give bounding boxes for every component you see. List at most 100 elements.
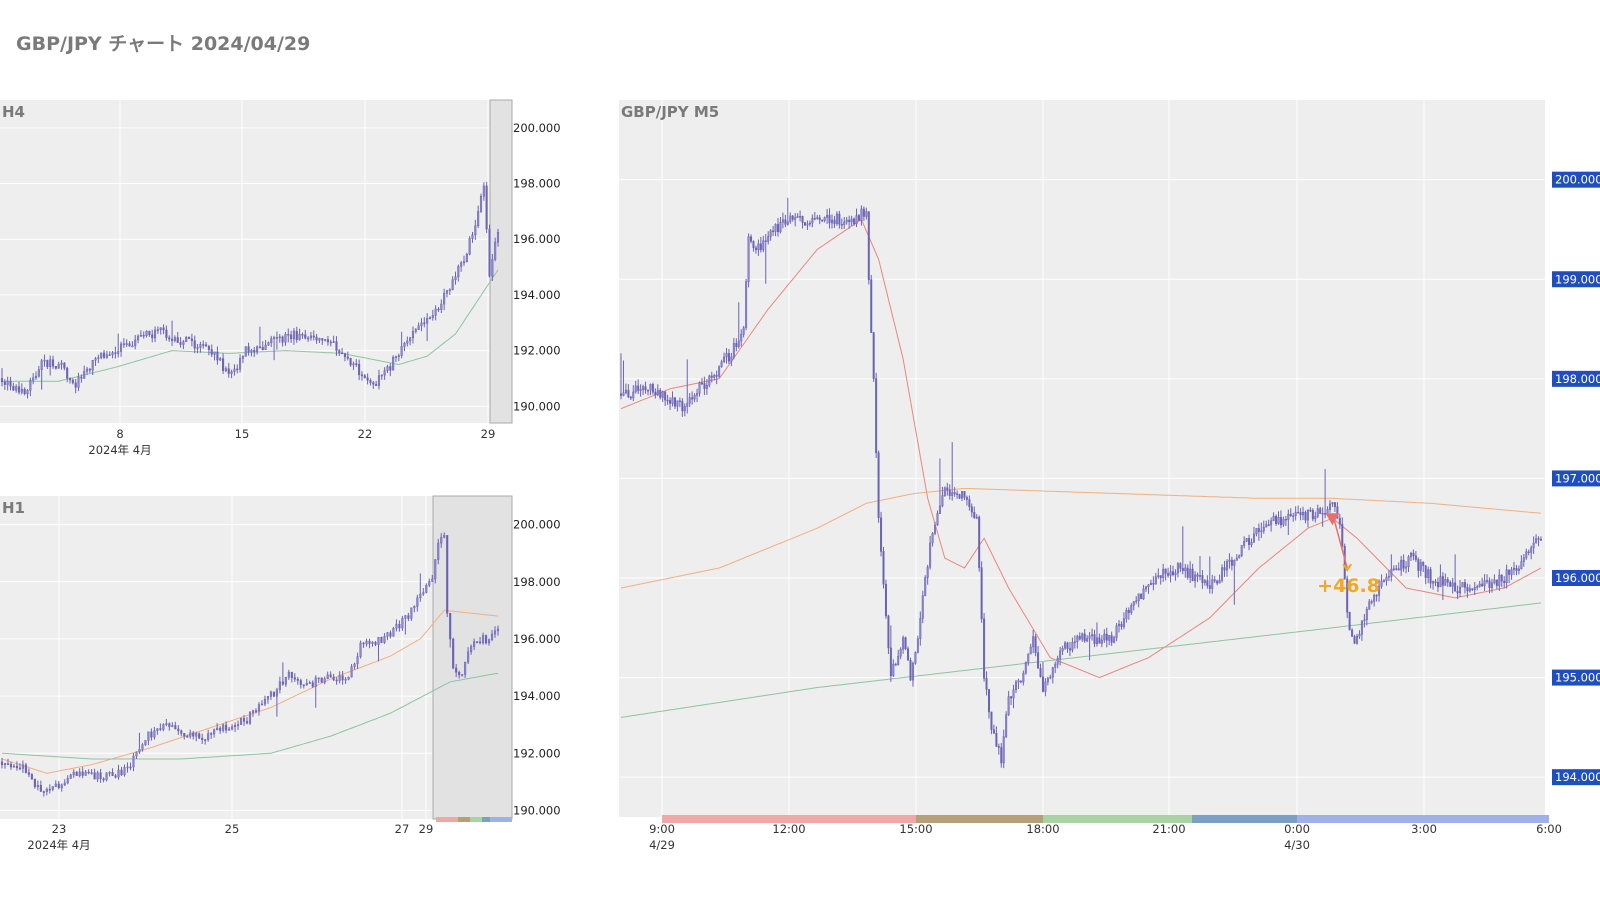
candle-body bbox=[1336, 506, 1339, 519]
candle-body bbox=[406, 340, 409, 344]
candle-body bbox=[145, 330, 148, 337]
candle-body bbox=[176, 337, 179, 343]
candle-body bbox=[1230, 559, 1233, 566]
candle-body bbox=[1395, 568, 1398, 570]
candle-body bbox=[445, 290, 449, 294]
candle-body bbox=[1061, 647, 1064, 652]
candle-body bbox=[308, 682, 311, 684]
y-tick-label: 190.000 bbox=[513, 803, 561, 817]
candle-body bbox=[43, 359, 46, 362]
candle-body bbox=[80, 376, 83, 379]
candle-body bbox=[139, 334, 142, 337]
candle-body bbox=[461, 674, 464, 676]
candle-body bbox=[693, 395, 696, 400]
session-segment bbox=[1192, 815, 1297, 823]
candle-body bbox=[470, 646, 473, 653]
candle-body bbox=[377, 636, 380, 645]
candle-body bbox=[1262, 526, 1265, 532]
candle-body bbox=[988, 689, 990, 713]
candle-body bbox=[975, 516, 978, 519]
candle-body bbox=[953, 492, 956, 494]
candle-body bbox=[1341, 523, 1344, 547]
candle-body bbox=[63, 782, 66, 786]
candle-body bbox=[769, 230, 772, 237]
price-tag bbox=[1552, 769, 1600, 786]
ma-line bbox=[1, 672, 499, 760]
x-tick-label: 29 bbox=[481, 427, 496, 441]
candle-body bbox=[1309, 509, 1312, 512]
candle-body bbox=[664, 391, 667, 401]
candle-body bbox=[1488, 580, 1491, 588]
candle-body bbox=[458, 672, 461, 676]
candle-body bbox=[796, 216, 799, 218]
candle-body bbox=[496, 628, 500, 632]
candle-body bbox=[114, 352, 117, 354]
candle-body bbox=[997, 746, 1000, 748]
h1-chart[interactable]: 190.000 192.000 194.000 196.000 198.000 200.0… bbox=[0, 495, 561, 852]
candle-body bbox=[437, 308, 440, 311]
candle-body bbox=[129, 766, 132, 769]
candle-body bbox=[162, 327, 165, 331]
candle-body bbox=[649, 384, 652, 391]
x-tick-label: 25 bbox=[225, 822, 240, 836]
candle-body bbox=[332, 341, 335, 343]
candle-body bbox=[1172, 571, 1174, 575]
candle-body bbox=[369, 380, 372, 383]
candle-body bbox=[210, 349, 213, 355]
candle-body bbox=[1407, 556, 1410, 568]
candle-body bbox=[346, 356, 349, 359]
candle-body bbox=[1321, 513, 1324, 515]
candle-body bbox=[1513, 567, 1516, 570]
candle-body bbox=[431, 315, 434, 318]
candle-body bbox=[642, 386, 645, 390]
candle-body bbox=[380, 374, 383, 377]
candle-body bbox=[91, 360, 94, 371]
candle-body bbox=[865, 211, 868, 217]
candle-body bbox=[703, 383, 706, 389]
x-sub-label: 4/30 bbox=[1284, 838, 1310, 852]
candle-body bbox=[96, 772, 99, 780]
ma-line bbox=[620, 487, 1542, 589]
y-tick-label: 196.000 bbox=[513, 232, 561, 246]
candle-body bbox=[1046, 677, 1049, 683]
candle-body bbox=[414, 329, 417, 332]
y-tick-label: 198.000 bbox=[513, 177, 561, 191]
candle-body bbox=[242, 718, 246, 722]
candle-body bbox=[236, 368, 239, 371]
candle-body bbox=[20, 388, 23, 393]
y-tick-label: 192.000 bbox=[513, 746, 561, 760]
candle-body bbox=[37, 369, 40, 377]
candle-body bbox=[245, 721, 249, 724]
h4-chart[interactable]: 190.000 192.000 194.000 196.000 198.000 200.0… bbox=[0, 99, 561, 457]
candle-body bbox=[77, 376, 80, 388]
candle-body bbox=[1275, 516, 1278, 524]
candle-body bbox=[1498, 574, 1501, 586]
candle-body bbox=[440, 537, 443, 544]
candle-body bbox=[835, 213, 838, 224]
candle-body bbox=[410, 607, 413, 619]
candle-body bbox=[1135, 600, 1138, 603]
candle-body bbox=[389, 632, 392, 637]
candle-body bbox=[875, 378, 878, 454]
candle-body bbox=[1093, 634, 1096, 644]
candle-body bbox=[1130, 605, 1133, 613]
candle-body bbox=[629, 396, 632, 399]
candle-body bbox=[397, 355, 400, 357]
candle-body bbox=[1083, 633, 1086, 642]
candle-body bbox=[338, 350, 341, 353]
candle-body bbox=[266, 696, 269, 700]
candle-body bbox=[1132, 601, 1135, 606]
m5-chart[interactable]: +46.8 194.000 195.000 196.000 197.000 198.00… bbox=[619, 100, 1600, 852]
h1-y-axis: 190.000 192.000 194.000 196.000 198.000 200.0… bbox=[513, 518, 561, 818]
price-tag bbox=[1552, 271, 1600, 288]
candle-body bbox=[867, 211, 870, 281]
candle-body bbox=[108, 771, 111, 774]
candle-body bbox=[360, 374, 364, 377]
candle-body bbox=[808, 222, 811, 225]
candle-body bbox=[468, 238, 471, 255]
candle-body bbox=[1434, 581, 1437, 583]
candle-body bbox=[894, 663, 897, 666]
candle-body bbox=[1147, 584, 1150, 588]
candle-body bbox=[624, 389, 627, 394]
candle-body bbox=[207, 733, 210, 740]
